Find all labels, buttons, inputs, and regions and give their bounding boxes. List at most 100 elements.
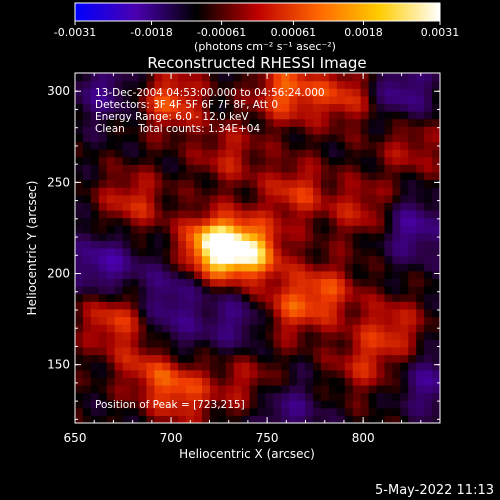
heatmap-cell — [178, 415, 187, 423]
heatmap-cell — [186, 270, 195, 280]
heatmap-cell — [360, 80, 370, 89]
heatmap-cell — [392, 415, 401, 423]
heatmap-cell — [273, 164, 282, 173]
heatmap-cell — [257, 400, 267, 409]
heatmap-cell — [297, 171, 306, 181]
heatmap-cell — [170, 202, 179, 211]
heatmap-cell — [376, 255, 386, 264]
heatmap-cell — [130, 278, 140, 287]
heatmap-cell — [297, 369, 306, 378]
heatmap-cell — [297, 202, 306, 211]
heatmap-cell — [392, 255, 401, 264]
heatmap-cell — [376, 324, 386, 333]
heatmap-cell — [201, 187, 211, 196]
heatmap-cell — [257, 232, 267, 241]
heatmap-cell — [75, 80, 84, 89]
heatmap-cell — [225, 293, 235, 302]
heatmap-cell — [130, 316, 140, 325]
heatmap-cell — [376, 217, 386, 226]
heatmap-cell — [313, 339, 322, 348]
heatmap-cell — [313, 240, 322, 249]
heatmap-cell — [368, 133, 378, 143]
heatmap-cell — [384, 286, 393, 295]
heatmap-cell — [114, 248, 124, 257]
heatmap-cell — [201, 278, 211, 287]
heatmap-cell — [170, 225, 179, 234]
heatmap-cell — [400, 339, 409, 348]
heatmap-cell — [320, 202, 330, 211]
heatmap-cell — [392, 339, 401, 348]
heatmap-cell — [376, 126, 386, 135]
heatmap-cell — [233, 194, 243, 203]
heatmap-cell — [424, 270, 433, 280]
heatmap-cell — [281, 278, 290, 287]
heatmap-cell — [424, 384, 433, 394]
heatmap-cell — [336, 324, 346, 333]
heatmap-cell — [297, 293, 306, 302]
heatmap-cell — [360, 354, 370, 363]
heatmap-cell — [400, 194, 409, 203]
heatmap-cell — [273, 331, 282, 340]
heatmap-cell — [344, 255, 354, 264]
heatmap-cell — [106, 149, 116, 158]
heatmap-cell — [289, 346, 298, 356]
heatmap-cell — [225, 126, 235, 135]
heatmap-cell — [281, 263, 290, 272]
heatmap-cell — [154, 88, 163, 97]
heatmap-cell — [289, 202, 298, 211]
heatmap-cell — [384, 392, 393, 401]
heatmap-cell — [416, 194, 425, 203]
heatmap-cell — [194, 331, 203, 340]
heatmap-cell — [249, 80, 259, 89]
heatmap-cell — [328, 80, 338, 89]
heatmap-cell — [114, 194, 124, 203]
heatmap-cell — [233, 225, 243, 234]
heatmap-cell — [98, 415, 108, 423]
heatmap-cell — [225, 171, 235, 181]
heatmap-cell — [376, 156, 386, 165]
heatmap-cell — [320, 354, 330, 363]
heatmap-cell — [424, 377, 433, 386]
heatmap-cell — [376, 133, 386, 143]
heatmap-cell — [130, 133, 140, 143]
colorbar-tick-label: -0.00061 — [197, 26, 246, 39]
heatmap-cell — [360, 270, 370, 280]
heatmap-cell — [360, 126, 370, 135]
heatmap-cell — [368, 293, 378, 302]
heatmap-cell — [400, 209, 409, 219]
heatmap-cell — [249, 187, 259, 196]
heatmap-cell — [178, 179, 187, 188]
heatmap-cell — [257, 324, 267, 333]
heatmap-cell — [368, 248, 378, 257]
heatmap-cell — [194, 270, 203, 280]
heatmap-cell — [154, 286, 163, 295]
heatmap-cell — [281, 179, 290, 188]
heatmap-cell — [114, 171, 124, 181]
heatmap-cell — [138, 392, 148, 401]
heatmap-cell — [106, 346, 116, 356]
heatmap-cell — [90, 331, 100, 340]
heatmap-cell — [233, 80, 243, 89]
heatmap-cell — [178, 392, 187, 401]
heatmap-cell — [154, 278, 163, 287]
heatmap-cell — [352, 80, 362, 89]
heatmap-cell — [233, 126, 243, 135]
heatmap-cell — [257, 286, 267, 295]
heatmap-cell — [225, 384, 235, 394]
heatmap-cell — [194, 171, 203, 181]
heatmap-cell — [82, 240, 92, 249]
heatmap-cell — [344, 308, 354, 318]
heatmap-cell — [249, 217, 259, 226]
colorbar-tick-label: 0.00061 — [271, 26, 317, 39]
heatmap-cell — [178, 118, 187, 127]
heatmap-cell — [416, 308, 425, 318]
heatmap-cell — [400, 202, 409, 211]
heatmap-cell — [225, 149, 235, 158]
heatmap-cell — [344, 377, 354, 386]
peak-position-label: Position of Peak = [723,215] — [95, 399, 245, 411]
heatmap-cell — [75, 400, 84, 409]
heatmap-cell — [257, 240, 267, 249]
heatmap-cell — [289, 407, 298, 416]
heatmap-cell — [320, 384, 330, 394]
heatmap-cell — [122, 111, 132, 120]
